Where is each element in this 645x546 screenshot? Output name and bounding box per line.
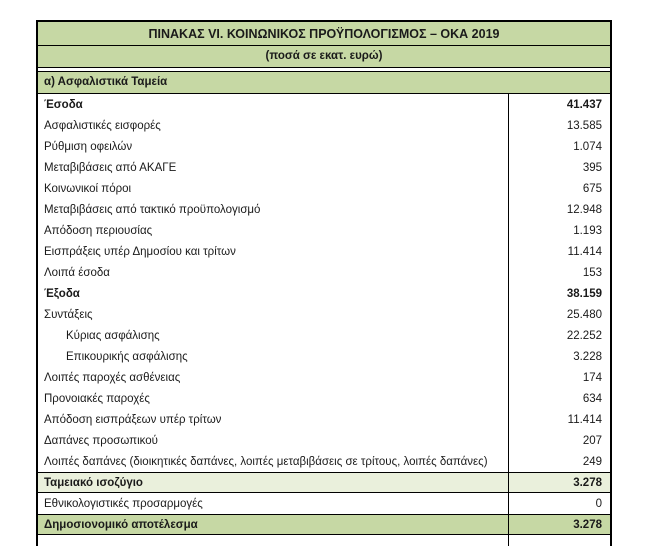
row-value: 13.585 bbox=[508, 115, 610, 136]
table-row: Λοιπές παροχές ασθένειας 174 bbox=[38, 367, 610, 388]
table-header: ΠΙΝΑΚΑΣ VI. ΚΟΙΝΩΝΙΚΟΣ ΠΡΟΫΠΟΛΟΓΙΣΜΟΣ – … bbox=[38, 22, 610, 68]
row-label: Συντάξεις bbox=[44, 308, 93, 321]
header-spacer bbox=[38, 68, 610, 71]
row-label: Απόδοση περιουσίας bbox=[44, 224, 153, 237]
row-label: Εισπράξεις υπέρ Δημοσίου και τρίτων bbox=[44, 245, 236, 258]
table-row: Μεταβιβάσεις από τακτικό προϋπολογισμό 12… bbox=[38, 199, 610, 220]
empty-row-label bbox=[38, 535, 508, 546]
row-label: Λοιπά έσοδα bbox=[44, 266, 110, 279]
table-row: Δημοσιονομικό αποτέλεσμα 3.278 bbox=[38, 514, 610, 535]
table-row: Δαπάνες προσωπικού 207 bbox=[38, 430, 610, 451]
row-value: 25.480 bbox=[508, 304, 610, 325]
row-value: 12.948 bbox=[508, 199, 610, 220]
table-row: Έσοδα 41.437 bbox=[38, 94, 610, 115]
empty-row-value bbox=[508, 535, 610, 546]
table-row: Έξοδα 38.159 bbox=[38, 283, 610, 304]
table-subtitle: (ποσά σε εκατ. ευρώ) bbox=[38, 46, 610, 68]
row-label: Λοιπές παροχές ασθένειας bbox=[44, 371, 181, 384]
table-row: Απόδοση εισπράξεων υπέρ τρίτων 11.414 bbox=[38, 409, 610, 430]
empty-row bbox=[38, 535, 610, 546]
row-value: 634 bbox=[508, 388, 610, 409]
table-row: Ρύθμιση οφειλών 1.074 bbox=[38, 136, 610, 157]
table-row: Κοινωνικοί πόροι 675 bbox=[38, 178, 610, 199]
row-value: 38.159 bbox=[508, 283, 610, 304]
table-row: Μεταβιβάσεις από ΑΚΑΓΕ 395 bbox=[38, 157, 610, 178]
row-label: Ταμειακό ισοζύγιο bbox=[44, 476, 143, 489]
row-label: Δαπάνες προσωπικού bbox=[44, 434, 158, 447]
row-label: Λοιπές δαπάνες (διοικητικές δαπάνες, λοι… bbox=[44, 455, 488, 468]
row-value: 3.278 bbox=[508, 473, 610, 492]
row-value: 395 bbox=[508, 157, 610, 178]
table-row: Κύριας ασφάλισης 22.252 bbox=[38, 325, 610, 346]
row-label: Ασφαλιστικές εισφορές bbox=[44, 119, 161, 132]
row-value: 3.228 bbox=[508, 346, 610, 367]
budget-table: ΠΙΝΑΚΑΣ VI. ΚΟΙΝΩΝΙΚΟΣ ΠΡΟΫΠΟΛΟΓΙΣΜΟΣ – … bbox=[36, 20, 612, 546]
row-value: 153 bbox=[508, 262, 610, 283]
table-row: Ασφαλιστικές εισφορές 13.585 bbox=[38, 115, 610, 136]
row-value: 22.252 bbox=[508, 325, 610, 346]
row-label: Έσοδα bbox=[44, 98, 83, 111]
row-label: Μεταβιβάσεις από ΑΚΑΓΕ bbox=[44, 161, 177, 174]
row-label: Επικουρικής ασφάλισης bbox=[66, 350, 188, 363]
table-row: Εθνικολογιστικές προσαρμογές 0 bbox=[38, 493, 610, 514]
table-row: Λοιπές δαπάνες (διοικητικές δαπάνες, λοι… bbox=[38, 451, 610, 472]
row-value: 1.074 bbox=[508, 136, 610, 157]
row-value: 207 bbox=[508, 430, 610, 451]
row-label: Κοινωνικοί πόροι bbox=[44, 182, 132, 195]
row-value: 11.414 bbox=[508, 409, 610, 430]
row-value: 675 bbox=[508, 178, 610, 199]
row-value: 3.278 bbox=[508, 515, 610, 534]
table-row: Απόδοση περιουσίας 1.193 bbox=[38, 220, 610, 241]
row-label: Προνοιακές παροχές bbox=[44, 392, 150, 405]
table-row: Επικουρικής ασφάλισης 3.228 bbox=[38, 346, 610, 367]
row-label: Μεταβιβάσεις από τακτικό προϋπολογισμό bbox=[44, 203, 261, 216]
row-value: 41.437 bbox=[508, 94, 610, 115]
table-row: Ταμειακό ισοζύγιο 3.278 bbox=[38, 472, 610, 493]
row-label: Εθνικολογιστικές προσαρμογές bbox=[44, 497, 203, 510]
row-label: Δημοσιονομικό αποτέλεσμα bbox=[44, 518, 198, 531]
row-label: Απόδοση εισπράξεων υπέρ τρίτων bbox=[44, 413, 222, 426]
table-row: Λοιπά έσοδα 153 bbox=[38, 262, 610, 283]
row-value: 11.414 bbox=[508, 241, 610, 262]
table-row: Προνοιακές παροχές 634 bbox=[38, 388, 610, 409]
table-title: ΠΙΝΑΚΑΣ VI. ΚΟΙΝΩΝΙΚΟΣ ΠΡΟΫΠΟΛΟΓΙΣΜΟΣ – … bbox=[38, 22, 610, 46]
table-body: Έσοδα 41.437 Ασφαλιστικές εισφορές 13.585 Ρύ… bbox=[38, 94, 610, 535]
row-value: 0 bbox=[508, 493, 610, 514]
section-header: α) Ασφαλιστικά Ταμεία bbox=[38, 71, 610, 94]
row-label: Έξοδα bbox=[44, 287, 80, 300]
table-row: Εισπράξεις υπέρ Δημοσίου και τρίτων 11.41… bbox=[38, 241, 610, 262]
row-label: Ρύθμιση οφειλών bbox=[44, 140, 133, 153]
row-value: 174 bbox=[508, 367, 610, 388]
row-label: Κύριας ασφάλισης bbox=[66, 329, 160, 342]
row-value: 1.193 bbox=[508, 220, 610, 241]
row-value: 249 bbox=[508, 451, 610, 472]
table-row: Συντάξεις 25.480 bbox=[38, 304, 610, 325]
